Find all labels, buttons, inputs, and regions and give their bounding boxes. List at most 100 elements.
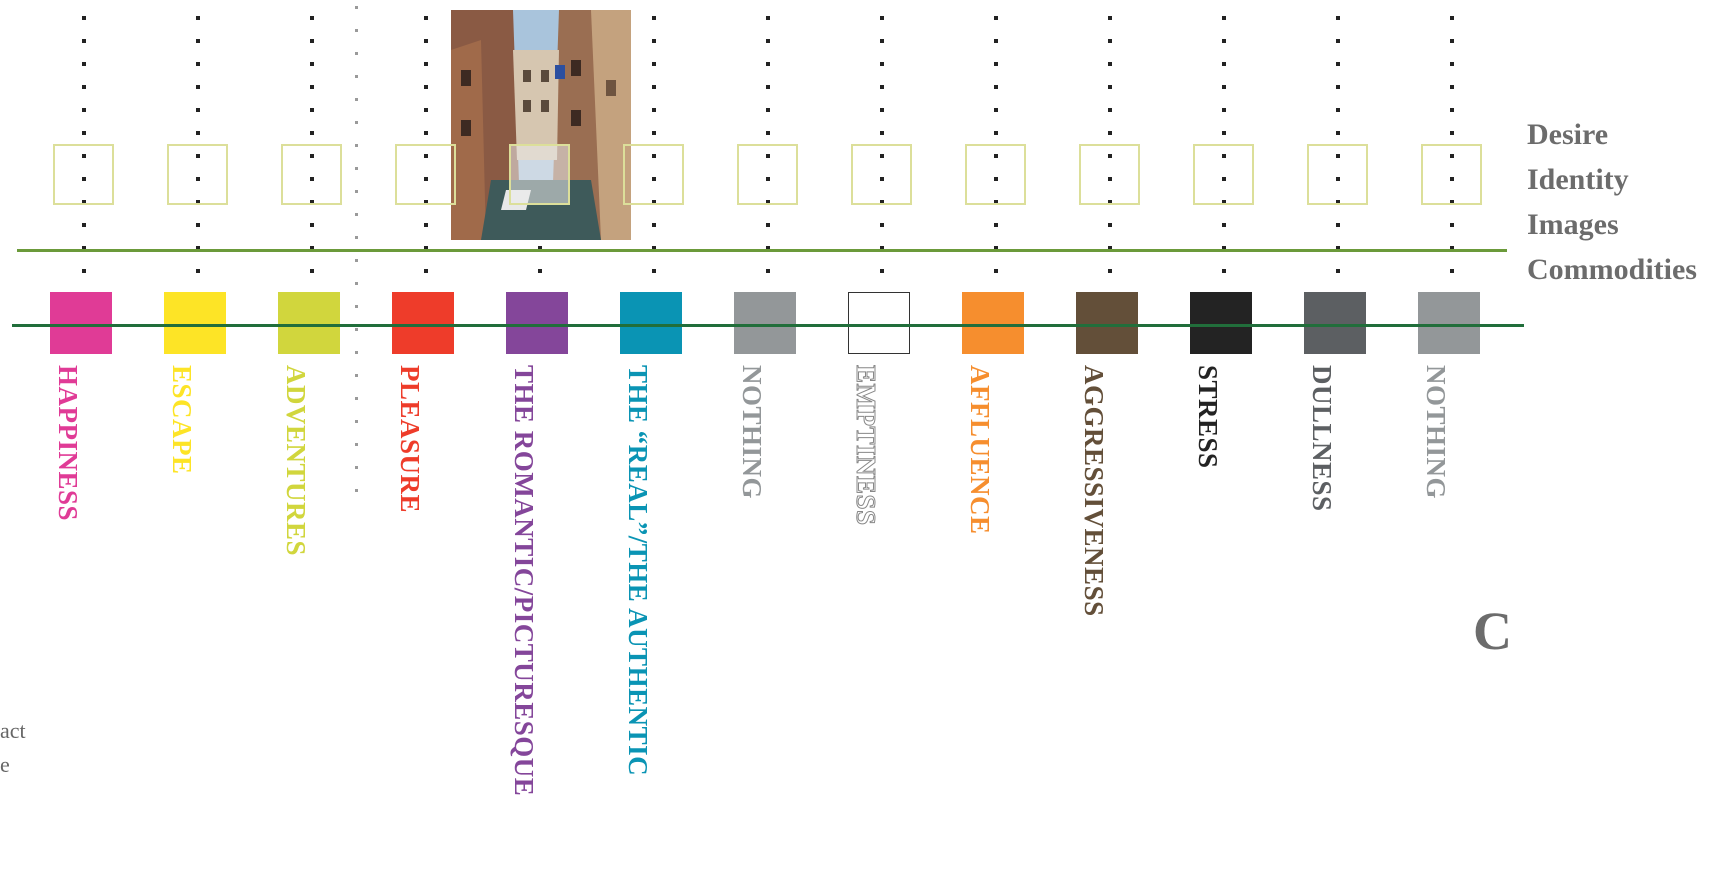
column-dot [994,108,998,112]
column-dot [1450,16,1454,20]
column-dot [424,131,428,135]
category-label: ADVENTURES [281,365,311,557]
column-dot [1108,131,1112,135]
column-dot [1108,85,1112,89]
column-dot [1336,154,1340,158]
category-label: AFFLUENCE [965,365,995,535]
column-dot [196,39,200,43]
column-dot [424,85,428,89]
column-dot [424,246,428,250]
column-dot [196,154,200,158]
category-swatch [734,292,796,354]
column-dot [1450,108,1454,112]
column-dot [82,85,86,89]
column-dot [82,177,86,181]
column-dot [652,131,656,135]
cropped-text-fragment: e [0,752,10,777]
separator-dot [355,466,358,469]
frame-square [281,144,342,205]
column-dot [880,108,884,112]
column-dot [994,269,998,273]
column-dot [196,269,200,273]
category-swatch [1418,292,1480,354]
frame-square [53,144,114,205]
column-dot [196,200,200,204]
column-dot [310,223,314,227]
column-dot [1108,16,1112,20]
column-dot [994,131,998,135]
column-dot [1222,108,1226,112]
column-dot [196,177,200,181]
column-dot [1222,39,1226,43]
column-dot [424,200,428,204]
column-dot [994,154,998,158]
column-dot [310,62,314,66]
separator-dot [355,259,358,262]
category-label: THE “REAL”/THE AUTHENTIC [623,365,653,777]
column-dot [1336,246,1340,250]
column-dot [82,39,86,43]
column-dot [1450,154,1454,158]
frame-square [737,144,798,205]
separator-dot [355,236,358,239]
column-dot [652,62,656,66]
column-dot [880,131,884,135]
column-dot [538,246,542,250]
column-dot [310,39,314,43]
legend-word-identity: Identity [1527,163,1629,196]
category-swatch [962,292,1024,354]
column-dot [880,246,884,250]
column-dot [1108,246,1112,250]
column-dot [1336,223,1340,227]
frame-square [395,144,456,205]
separator-dot [355,374,358,377]
frame-square [1079,144,1140,205]
category-label: THE ROMANTIC/PICTURESQUE [509,365,539,797]
separator-dot [355,6,358,9]
column-dot [1222,177,1226,181]
column-dot [652,269,656,273]
column-dot [880,200,884,204]
separator-dot [355,443,358,446]
column-dot [766,85,770,89]
category-label: HAPPINESS [53,365,83,522]
separator-dot [355,305,358,308]
frame-square [1193,144,1254,205]
frame-square [167,144,228,205]
column-dot [1336,269,1340,273]
column-dot [196,131,200,135]
column-dot [196,223,200,227]
column-dot [196,85,200,89]
column-dot [1222,200,1226,204]
column-dot [1222,246,1226,250]
column-dot [1450,177,1454,181]
column-dot [880,85,884,89]
column-dot [1108,223,1112,227]
column-dot [652,154,656,158]
column-dot [766,108,770,112]
column-dot [82,131,86,135]
separator-dot [355,167,358,170]
separator-dot [355,489,358,492]
column-dot [766,177,770,181]
column-dot [880,223,884,227]
column-dot [994,39,998,43]
column-dot [1336,108,1340,112]
column-dot [1450,246,1454,250]
legend-word-desire: Desire [1527,118,1609,151]
column-dot [994,246,998,250]
column-dot [766,39,770,43]
separator-dot [355,29,358,32]
lower-divider-line [12,324,1524,327]
separator-dot [355,397,358,400]
column-dot [766,269,770,273]
column-dot [1222,154,1226,158]
category-swatch [164,292,226,354]
separator-dot [355,98,358,101]
category-swatch [848,292,910,354]
column-dot [1450,131,1454,135]
column-dot [1108,200,1112,204]
column-dot [652,108,656,112]
column-dot [652,16,656,20]
